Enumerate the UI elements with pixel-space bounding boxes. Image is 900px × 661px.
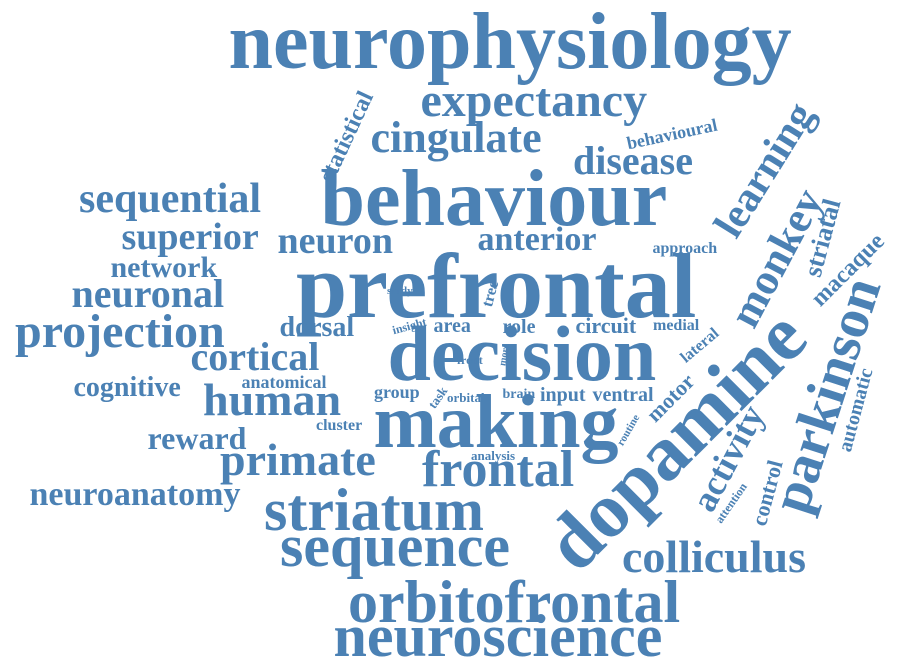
word-dorsal: dorsal (279, 312, 355, 343)
word-frontal: frontal (422, 441, 575, 498)
word-input: input (540, 384, 586, 406)
word-front: front (457, 353, 483, 367)
word-striatum: striatum (264, 477, 484, 543)
word-analysis: analysis (471, 447, 516, 463)
word-neuron: neuron (277, 220, 393, 262)
word-anterior: anterior (477, 221, 597, 258)
word-circuit: circuit (575, 313, 637, 338)
word-projection: projection (15, 305, 225, 358)
word-cluster: cluster (316, 417, 363, 434)
word-orbital: orbital (447, 389, 485, 405)
word-disease: disease (573, 138, 693, 183)
word-primate: primate (220, 434, 376, 485)
word-sequence: sequence (280, 513, 510, 579)
word-decision: decision (387, 310, 657, 397)
word-ventral: ventral (592, 384, 654, 406)
word-sequential: sequential (79, 176, 262, 222)
word-study: study (387, 284, 413, 297)
word-anatomical: anatomical (241, 372, 327, 392)
word-group: group (374, 382, 420, 402)
word-making: making (373, 380, 619, 464)
word-area: area (433, 315, 471, 337)
word-brain: brain (502, 387, 536, 402)
word-prefrontal: prefrontal (296, 235, 697, 337)
word-neuroanatomy: neuroanatomy (29, 476, 241, 513)
word-neuroscience: neuroscience (333, 603, 663, 661)
word-neurophysiology: neurophysiology (228, 0, 792, 86)
word-medial: medial (653, 317, 700, 334)
word-orbitofrontal: orbitofrontal (348, 569, 681, 635)
word-cingulate: cingulate (370, 113, 542, 162)
word-human: human (203, 374, 342, 425)
word-neuronal: neuronal (71, 271, 225, 316)
word-behaviour: behaviour (320, 155, 668, 243)
word-approach: approach (652, 240, 718, 257)
word-cortical: cortical (190, 334, 320, 379)
word-role: role (502, 316, 536, 338)
word-network: network (110, 251, 218, 284)
word-superior: superior (121, 216, 259, 258)
word-colliculus: colliculus (622, 531, 807, 582)
word-reward: reward (147, 420, 247, 456)
word-cognitive: cognitive (73, 372, 181, 403)
word-expectancy: expectancy (420, 74, 648, 127)
